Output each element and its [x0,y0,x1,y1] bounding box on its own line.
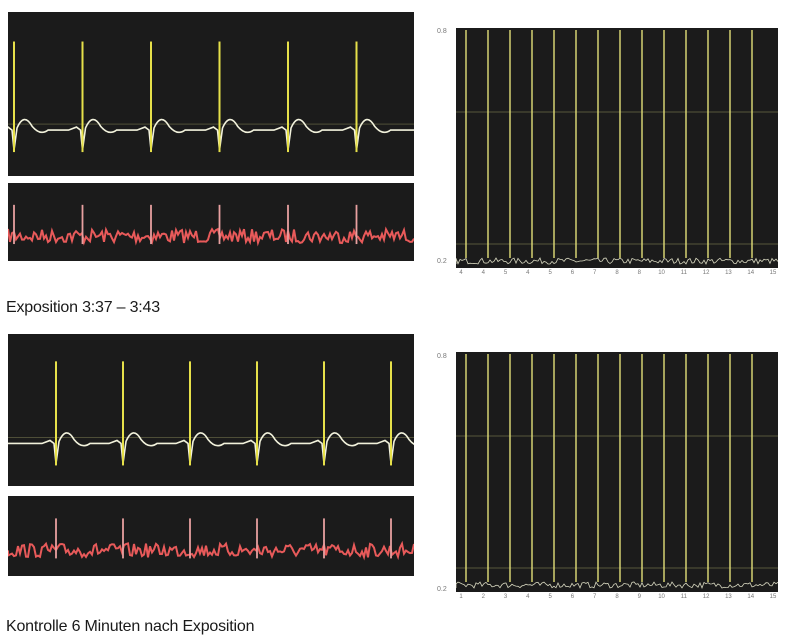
histogram-plot-2 [456,354,778,590]
ecg-panel-2 [8,334,414,486]
histogram-panel-1 [456,28,778,268]
ecg-trace-plot-2 [8,361,414,466]
histogram-x-tick: 12 [702,270,710,276]
histogram-y-bottom-2: 0.2 [437,586,447,593]
histogram-x-tick: 1 [459,594,463,600]
histogram-x-tick: 4 [481,270,485,276]
histogram-noise-floor [456,257,778,265]
histogram-x-tick: 14 [747,594,755,600]
ecg-waveform [8,118,414,151]
histogram-x-tick: 9 [637,594,641,600]
histogram-y-top-1: 0.8 [437,28,447,35]
noise-panel-2 [8,496,414,576]
noise-panel-1 [8,183,414,261]
histogram-x-tick: 11 [680,270,687,276]
histogram-x-tick: 10 [658,270,665,276]
histogram-x-tick: 8 [615,270,619,276]
noise-waveform [8,226,414,247]
histogram-y-top-2: 0.8 [437,353,447,360]
histogram-x-tick: 12 [702,594,710,600]
histogram-x-tick: 13 [725,270,732,276]
caption-exposition: Exposition 3:37 – 3:43 [6,299,160,316]
histogram-x-tick: 8 [615,594,619,600]
ecg-panel-1 [8,12,414,176]
histogram-x-tick: 6 [570,270,575,276]
ecg-waveform [8,432,414,464]
histogram-x-tick: 4 [459,270,463,276]
histogram-y-bottom-1: 0.2 [437,258,447,265]
histogram-x-tick: 5 [548,270,552,276]
noise-waveform [8,540,414,561]
histogram-x-tick: 13 [725,594,732,600]
histogram-x-tick: 5 [503,270,508,276]
histogram-x-tick: 4 [526,594,530,600]
histogram-x-tick: 15 [769,270,777,276]
histogram-x-tick: 7 [593,594,597,600]
histogram-x-tick: 3 [503,594,508,600]
noise-trace-plot-1 [8,204,414,247]
histogram-x-tick: 7 [593,270,597,276]
histogram-x-ticks-2: 1 2 3 4 5 6 7 8 9 10 11 12 13 14 15 [456,594,778,604]
noise-trace-plot-2 [8,518,414,561]
histogram-x-tick: 15 [769,594,777,600]
histogram-x-ticks-1: 4 4 5 4 5 6 7 8 8 10 11 12 13 14 15 [456,270,778,280]
histogram-x-tick: 6 [570,594,575,600]
caption-kontrolle: Kontrolle 6 Minuten nach Exposition [6,618,255,635]
histogram-noise-floor [456,581,778,590]
histogram-x-tick: 5 [548,594,552,600]
histogram-plot-1 [456,30,778,265]
histogram-panel-2 [456,352,778,592]
histogram-x-tick: 4 [526,270,530,276]
ecg-trace-plot-1 [8,41,414,153]
histogram-x-tick: 8 [637,270,641,276]
histogram-x-tick: 2 [481,594,485,600]
histogram-x-tick: 10 [658,594,665,600]
histogram-x-tick: 14 [747,270,755,276]
histogram-x-tick: 11 [680,594,687,600]
